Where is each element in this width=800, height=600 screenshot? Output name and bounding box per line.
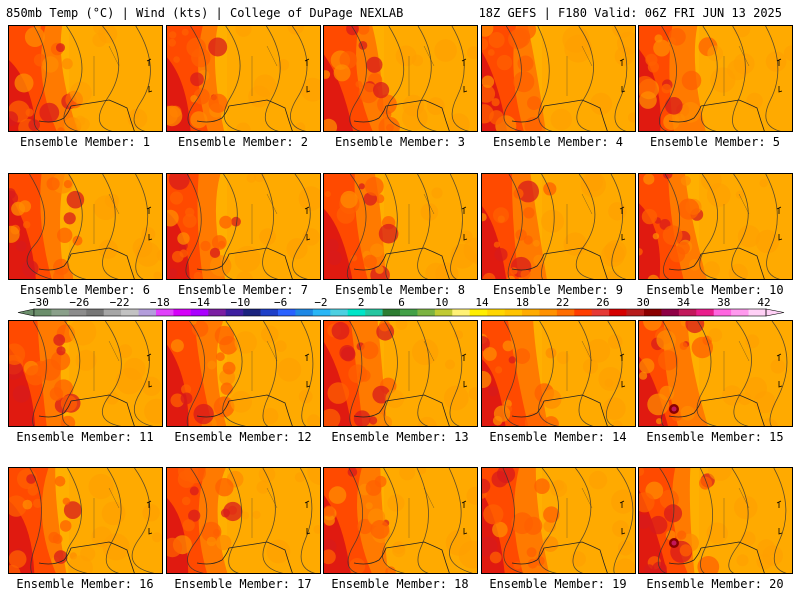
panel-label: Ensemble Member: 20 (646, 577, 784, 591)
colorbar-tick-label: 10 (435, 296, 449, 309)
ensemble-map-panel (166, 467, 321, 574)
panel-label: Ensemble Member: 8 (334, 283, 466, 297)
colorbar-tick-label: 42 (757, 296, 771, 309)
ensemble-map-panel (166, 25, 321, 132)
ensemble-map-panel (323, 25, 478, 132)
ensemble-map-panel (481, 320, 636, 427)
panel-label: Ensemble Member: 6 (19, 283, 151, 297)
colorbar-tick-label: −2 (314, 296, 328, 309)
panel-label: Ensemble Member: 10 (646, 283, 784, 297)
colorbar-tick-label: −26 (69, 296, 90, 309)
ensemble-map-panel (481, 173, 636, 280)
panel-label: Ensemble Member: 12 (174, 430, 312, 444)
panel-label: Ensemble Member: 16 (16, 577, 154, 591)
ensemble-map-panel (8, 25, 163, 132)
ensemble-map-panel (638, 25, 793, 132)
ensemble-map-panel (638, 173, 793, 280)
panel-label: Ensemble Member: 19 (489, 577, 627, 591)
colorbar-tick-label: 18 (515, 296, 529, 309)
panel-label: Ensemble Member: 11 (16, 430, 154, 444)
ensemble-map-panel (638, 467, 793, 574)
panel-label: Ensemble Member: 2 (177, 135, 309, 149)
colorbar-tick-label: −6 (274, 296, 288, 309)
colorbar (17, 308, 785, 317)
ensemble-map-panel (8, 320, 163, 427)
ensemble-map-panel (323, 467, 478, 574)
colorbar-tick-label: −18 (149, 296, 170, 309)
colorbar-tick-label: 22 (555, 296, 570, 309)
colorbar-tick-label: 14 (475, 296, 489, 309)
panel-label: Ensemble Member: 3 (334, 135, 466, 149)
ensemble-map-panel (638, 320, 793, 427)
ensemble-map-panel (166, 173, 321, 280)
colorbar-tick-label: 26 (596, 296, 610, 309)
ensemble-map-panel (323, 320, 478, 427)
colorbar-tick-label: 38 (717, 296, 731, 309)
colorbar-tick-label: −22 (109, 296, 130, 309)
ensemble-map-panel (481, 25, 636, 132)
colorbar-tick-label: 6 (398, 296, 405, 309)
panel-label: Ensemble Member: 18 (331, 577, 469, 591)
ensemble-map-panel (481, 467, 636, 574)
colorbar-tick-label: −14 (190, 296, 211, 309)
colorbar-tick-label: −10 (230, 296, 251, 309)
ensemble-map-panel (8, 467, 163, 574)
colorbar-tick-label: −30 (29, 296, 49, 309)
ensemble-map-panel (166, 320, 321, 427)
panel-label: Ensemble Member: 4 (492, 135, 624, 149)
ensemble-map-panel (8, 173, 163, 280)
header-run-info: 18Z GEFS | F180 Valid: 06Z FRI JUN 13 20… (478, 6, 782, 20)
panel-label: Ensemble Member: 15 (646, 430, 784, 444)
panel-label: Ensemble Member: 13 (331, 430, 469, 444)
panel-label: Ensemble Member: 7 (177, 283, 309, 297)
header-title: 850mb Temp (°C) | Wind (kts) | College o… (6, 6, 404, 20)
colorbar-tick-label: 2 (357, 296, 365, 309)
panel-label: Ensemble Member: 5 (649, 135, 781, 149)
ensemble-map-panel (323, 173, 478, 280)
colorbar-tick-label: 30 (636, 296, 650, 309)
colorbar-tick-label: 34 (676, 296, 691, 309)
panel-label: Ensemble Member: 9 (492, 283, 624, 297)
panel-label: Ensemble Member: 1 (19, 135, 151, 149)
panel-label: Ensemble Member: 14 (489, 430, 627, 444)
panel-label: Ensemble Member: 17 (174, 577, 312, 591)
